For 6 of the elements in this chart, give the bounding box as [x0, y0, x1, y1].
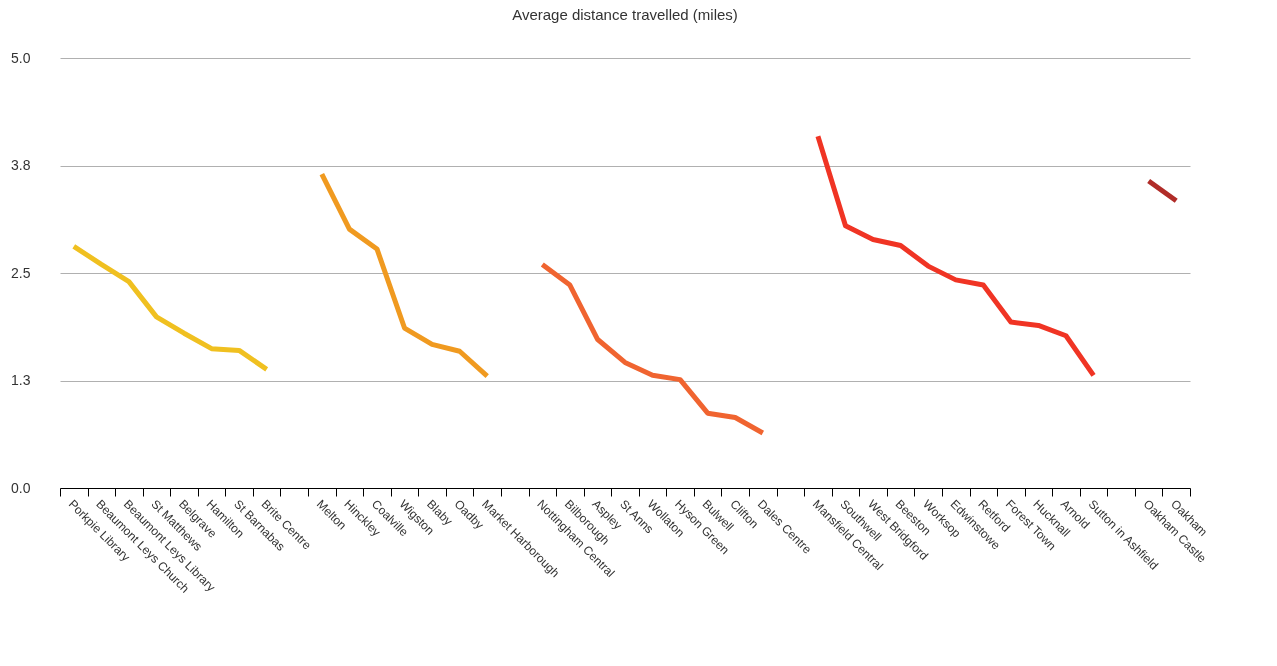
- y-tick-label: 1.3: [11, 372, 31, 388]
- y-tick-label: 5.0: [11, 49, 31, 66]
- y-tick-label: 2.5: [11, 264, 31, 281]
- chart-title: Average distance travelled (miles): [512, 6, 738, 23]
- y-tick-label: 0.0: [11, 479, 31, 496]
- y-tick-label: 3.8: [11, 157, 31, 173]
